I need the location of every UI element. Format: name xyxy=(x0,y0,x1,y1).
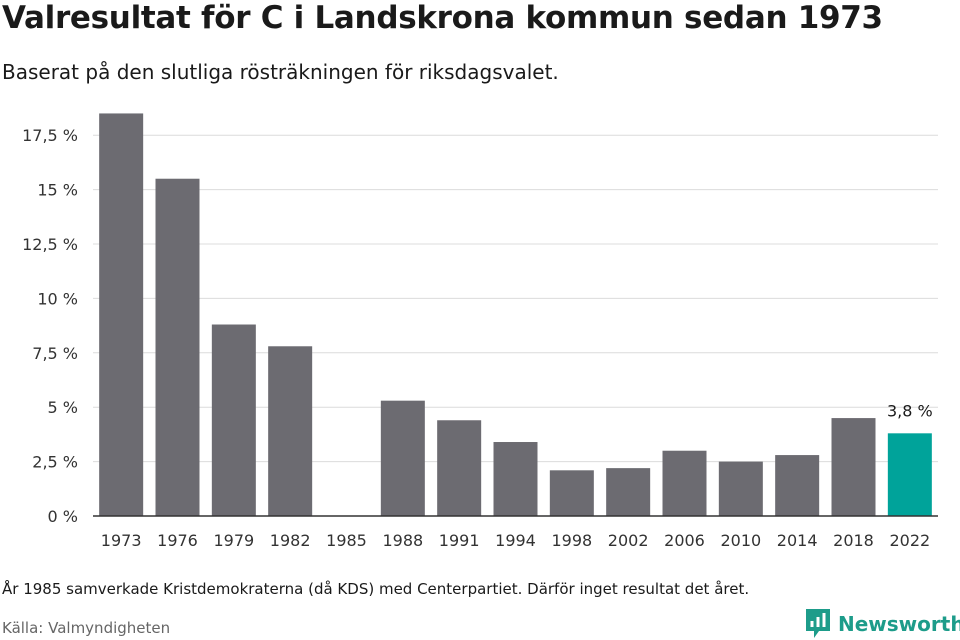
bar-1979 xyxy=(211,324,256,516)
chart-title: Valresultat för C i Landskrona kommun se… xyxy=(2,0,883,36)
bar-1994 xyxy=(493,442,538,516)
bar-1976 xyxy=(155,178,200,516)
annotations: 3,8 % xyxy=(887,401,933,420)
brand-name: Newsworthy xyxy=(838,612,960,636)
y-tick-label: 17,5 % xyxy=(22,126,78,145)
x-tick-label: 1994 xyxy=(495,531,536,550)
y-tick-label: 5 % xyxy=(48,398,78,417)
bar-2018 xyxy=(831,418,876,516)
x-axis-tick-labels: 1973 1976 1979 1982 1985 1988 1991 1994 1998 2002… xyxy=(101,531,930,550)
x-tick-label: 1991 xyxy=(439,531,480,550)
source-label: Källa: Valmyndigheten xyxy=(2,619,171,637)
bar-2014 xyxy=(775,455,820,516)
y-tick-label: 15 % xyxy=(37,181,78,200)
bar-1998 xyxy=(549,470,594,516)
y-tick-label: 7,5 % xyxy=(32,344,78,363)
newsworthy-logo-icon xyxy=(806,609,830,638)
data-label: 3,8 % xyxy=(887,401,933,420)
x-tick-label: 1982 xyxy=(270,531,311,550)
bar-2010 xyxy=(718,461,763,516)
footnote: År 1985 samverkade Kristdemokraterna (då… xyxy=(2,580,750,598)
bar-2006 xyxy=(662,450,707,516)
x-tick-label: 2018 xyxy=(833,531,874,550)
x-tick-label: 2014 xyxy=(777,531,818,550)
bar-1988 xyxy=(380,400,425,516)
x-tick-label: 1985 xyxy=(326,531,367,550)
bar-1982 xyxy=(268,346,313,516)
bar-1991 xyxy=(437,420,482,516)
y-axis-tick-labels: 0 % 2,5 % 5 % 7,5 % 10 % 12,5 % 15 % 17,5 % xyxy=(22,126,78,526)
y-tick-label: 12,5 % xyxy=(22,235,78,254)
x-tick-label: 2022 xyxy=(889,531,930,550)
x-tick-label: 1998 xyxy=(551,531,592,550)
y-tick-label: 2,5 % xyxy=(32,453,78,472)
y-tick-label: 0 % xyxy=(48,507,78,526)
bar-2022 xyxy=(887,433,932,516)
bar-2002 xyxy=(606,468,651,516)
x-tick-label: 1988 xyxy=(382,531,423,550)
x-tick-label: 1973 xyxy=(101,531,142,550)
y-tick-label: 10 % xyxy=(37,289,78,308)
x-tick-label: 2002 xyxy=(608,531,649,550)
bars xyxy=(99,113,932,516)
x-tick-label: 2010 xyxy=(720,531,761,550)
bar-1973 xyxy=(99,113,144,516)
x-tick-label: 1976 xyxy=(157,531,198,550)
x-tick-label: 1979 xyxy=(213,531,254,550)
chart-subtitle: Baserat på den slutliga rösträkningen fö… xyxy=(2,60,559,84)
bar-chart: 0 % 2,5 % 5 % 7,5 % 10 % 12,5 % 15 % 17,5 % 197… xyxy=(22,113,938,550)
brand-logo: Newsworthy xyxy=(806,609,960,639)
x-tick-label: 2006 xyxy=(664,531,705,550)
